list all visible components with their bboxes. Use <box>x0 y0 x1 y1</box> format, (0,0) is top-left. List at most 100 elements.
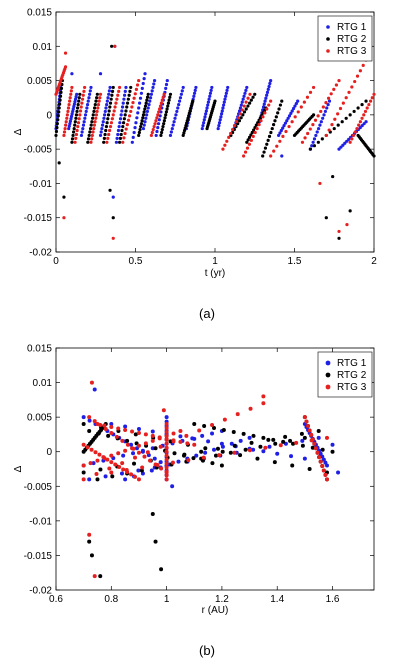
data-point <box>221 106 225 110</box>
data-point <box>266 138 270 142</box>
data-point <box>184 433 189 438</box>
x-axis-label-b: r (AU) <box>202 605 229 616</box>
data-point <box>73 97 78 101</box>
data-point <box>133 92 137 96</box>
y-tick-label: 0.005 <box>27 413 52 424</box>
data-point <box>149 468 154 473</box>
data-point <box>231 429 236 434</box>
data-point-outlier <box>98 72 103 76</box>
data-point <box>137 133 141 138</box>
data-point <box>144 116 148 120</box>
data-point <box>318 451 323 456</box>
data-point <box>131 135 135 139</box>
data-point <box>150 89 154 93</box>
data-point <box>347 90 351 94</box>
data-point <box>279 128 283 133</box>
data-point <box>125 101 130 105</box>
data-point <box>56 118 60 122</box>
data-point <box>100 126 104 131</box>
data-point <box>158 104 163 108</box>
data-point <box>136 111 140 115</box>
data-point <box>302 456 307 461</box>
data-point <box>134 121 138 125</box>
data-point <box>294 440 299 445</box>
data-point <box>137 130 141 135</box>
data-point <box>175 109 179 114</box>
data-point <box>241 113 245 117</box>
data-point <box>67 126 71 131</box>
data-point <box>128 89 132 93</box>
data-point <box>123 448 128 453</box>
data-point <box>316 435 321 440</box>
data-point <box>138 127 142 132</box>
data-point <box>125 123 129 127</box>
data-point <box>241 431 246 436</box>
data-point <box>143 104 148 108</box>
data-point <box>163 116 167 120</box>
data-point <box>150 433 155 438</box>
data-point <box>261 154 265 158</box>
data-point <box>81 477 86 482</box>
data-point <box>131 101 135 105</box>
data-point <box>245 140 249 144</box>
x-tick-label: 1 <box>212 256 218 267</box>
data-point <box>143 120 147 124</box>
data-point <box>106 433 111 438</box>
data-point <box>273 441 278 446</box>
data-point <box>107 466 112 471</box>
data-point <box>119 113 123 117</box>
data-point <box>201 124 205 128</box>
data-point-outlier <box>161 408 166 413</box>
data-point <box>152 78 157 83</box>
data-point <box>341 101 345 105</box>
data-point <box>109 470 114 475</box>
data-point <box>164 429 169 434</box>
series-rtg-3 <box>81 380 329 579</box>
data-point <box>344 96 348 100</box>
data-point <box>106 117 110 121</box>
data-point <box>255 126 259 131</box>
data-point <box>178 428 183 433</box>
data-point <box>312 137 317 141</box>
data-point <box>313 118 318 122</box>
data-point <box>94 471 99 476</box>
data-point <box>206 103 210 107</box>
data-point <box>319 109 323 114</box>
data-point <box>153 122 157 126</box>
data-point-outlier <box>87 539 92 544</box>
data-point <box>186 116 190 120</box>
data-point <box>249 133 253 137</box>
data-point <box>130 429 135 434</box>
data-point <box>120 438 125 443</box>
data-point <box>176 106 180 110</box>
data-point <box>337 147 341 151</box>
caption-b: (b) <box>199 643 215 658</box>
data-point <box>315 450 320 455</box>
data-point <box>123 89 127 93</box>
data-point <box>110 474 115 479</box>
data-point <box>278 139 282 143</box>
data-point <box>244 107 248 111</box>
data-point <box>212 426 217 431</box>
data-point <box>330 123 334 127</box>
data-point <box>131 451 136 456</box>
data-point-outlier <box>170 484 175 489</box>
data-point <box>124 467 129 472</box>
data-point <box>71 109 75 114</box>
x-tick-label: 0.5 <box>129 256 143 267</box>
data-point <box>251 433 256 438</box>
data-point <box>152 456 157 461</box>
data-point <box>124 127 128 131</box>
data-point <box>150 438 155 443</box>
data-point <box>161 95 165 99</box>
data-point <box>277 107 281 111</box>
data-point <box>124 85 128 90</box>
data-point <box>296 99 300 103</box>
data-point <box>134 441 139 446</box>
data-point <box>172 451 177 456</box>
data-point <box>59 90 63 94</box>
data-point <box>74 136 78 140</box>
data-point <box>79 133 84 138</box>
data-point <box>224 91 228 95</box>
data-point <box>273 119 277 123</box>
